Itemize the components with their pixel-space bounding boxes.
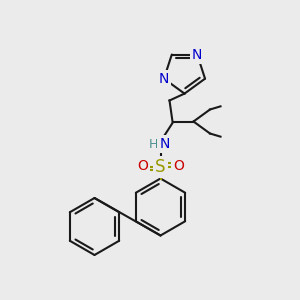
Text: N: N bbox=[192, 47, 202, 61]
Text: N: N bbox=[159, 72, 169, 86]
Text: O: O bbox=[173, 160, 184, 173]
Text: S: S bbox=[155, 158, 166, 175]
Text: O: O bbox=[137, 160, 148, 173]
Text: H: H bbox=[148, 137, 158, 151]
Text: N: N bbox=[159, 137, 170, 151]
